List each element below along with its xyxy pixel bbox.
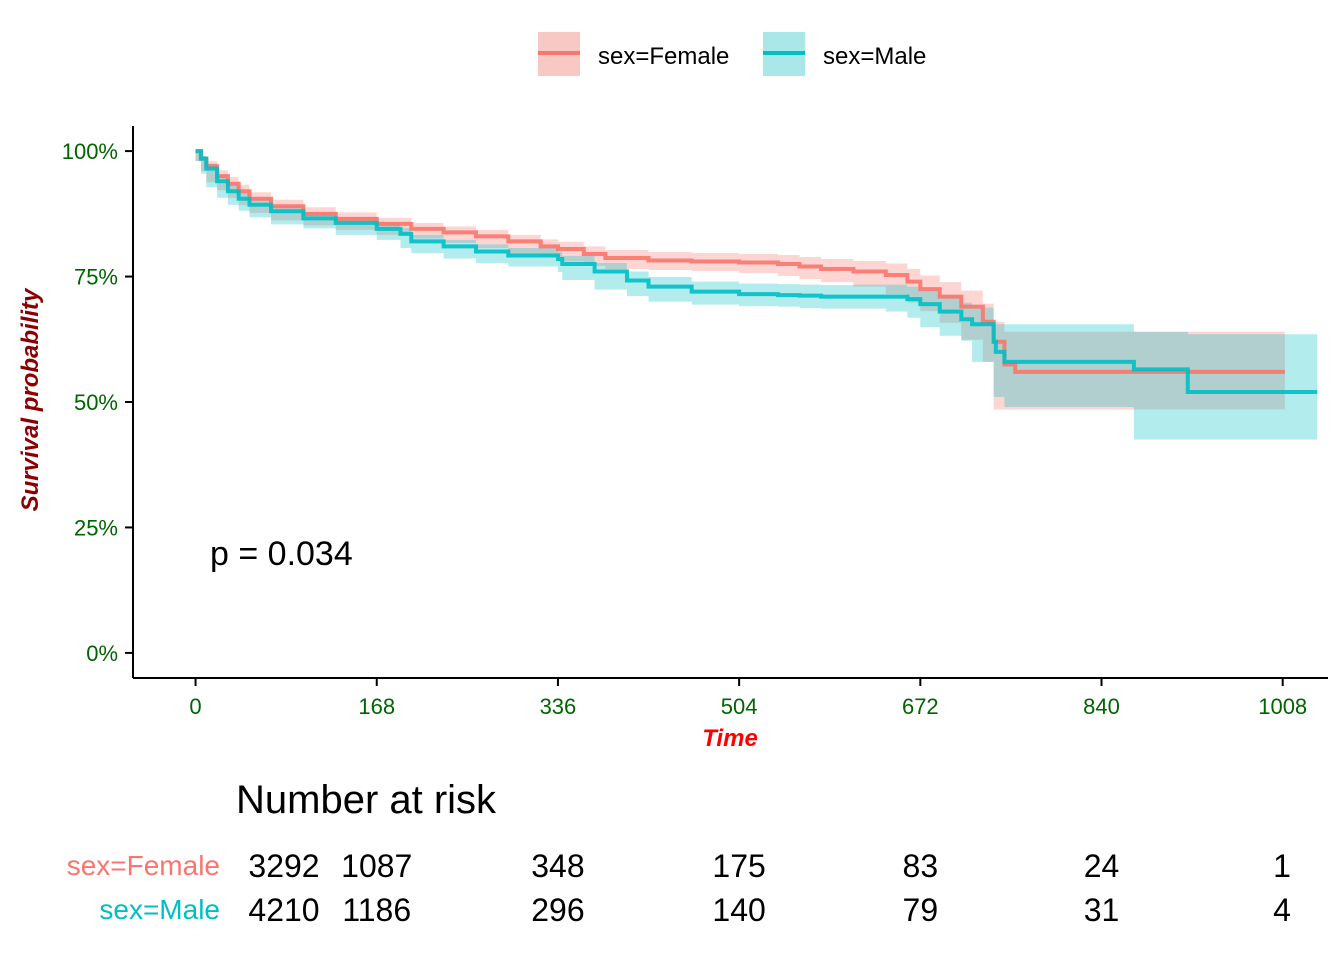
risk-count-female: 175 (712, 848, 766, 884)
risk-count-male: 140 (712, 892, 766, 928)
x-tick-label: 840 (1083, 694, 1120, 719)
legend: sex=Female sex=Male (0, 32, 1344, 82)
x-tick-label: 0 (189, 694, 201, 719)
risk-count-female: 24 (1083, 848, 1120, 884)
risk-count-male: 4210 (248, 892, 320, 928)
axes: 0 168 336 504 672 840 1008 0% 25% 50% 75% 100% (62, 126, 1328, 719)
x-tick-label: 504 (721, 694, 758, 719)
risk-count-male: 31 (1083, 892, 1120, 928)
x-tick-label: 672 (902, 694, 939, 719)
x-axis-label: Time (702, 725, 758, 752)
y-tick-label: 100% (62, 139, 118, 164)
risk-count-male: 296 (531, 892, 585, 928)
ci-band-female (195, 151, 1285, 410)
risk-count-female: 348 (531, 848, 585, 884)
x-tick-label: 168 (358, 694, 395, 719)
survival-chart: 0 168 336 504 672 840 1008 0% 25% 50% 75% 100% p = … (17, 126, 1328, 752)
x-tick-label: 1008 (1258, 694, 1307, 719)
risk-strata-male: sex=Male (99, 894, 220, 925)
risk-count-male: 79 (902, 892, 939, 928)
risk-table-title: Number at risk (236, 778, 497, 822)
x-tick-label: 336 (540, 694, 577, 719)
y-tick-label: 75% (74, 265, 118, 290)
risk-count-female: 1 (1273, 848, 1291, 884)
risk-strata-female: sex=Female (66, 850, 220, 881)
risk-count-female: 1087 (341, 848, 413, 884)
risk-count-male: 4 (1273, 892, 1291, 928)
risk-count-female: 83 (902, 848, 939, 884)
y-tick-label: 25% (74, 515, 118, 540)
survival-curve-male (195, 149, 1318, 394)
risk-count-male: 1186 (342, 892, 412, 928)
y-tick-label: 50% (74, 390, 118, 415)
legend-key-male (763, 32, 805, 76)
risk-count-female: 3292 (248, 848, 320, 884)
legend-label-male: sex=Male (823, 43, 927, 70)
y-tick-label: 0% (86, 641, 118, 666)
legend-label-female: sex=Female (598, 43, 730, 70)
legend-key-female (538, 32, 580, 76)
y-axis-label: Survival probability (17, 287, 44, 511)
p-value-annotation: p = 0.034 (210, 535, 353, 573)
survival-curves (195, 149, 1318, 394)
